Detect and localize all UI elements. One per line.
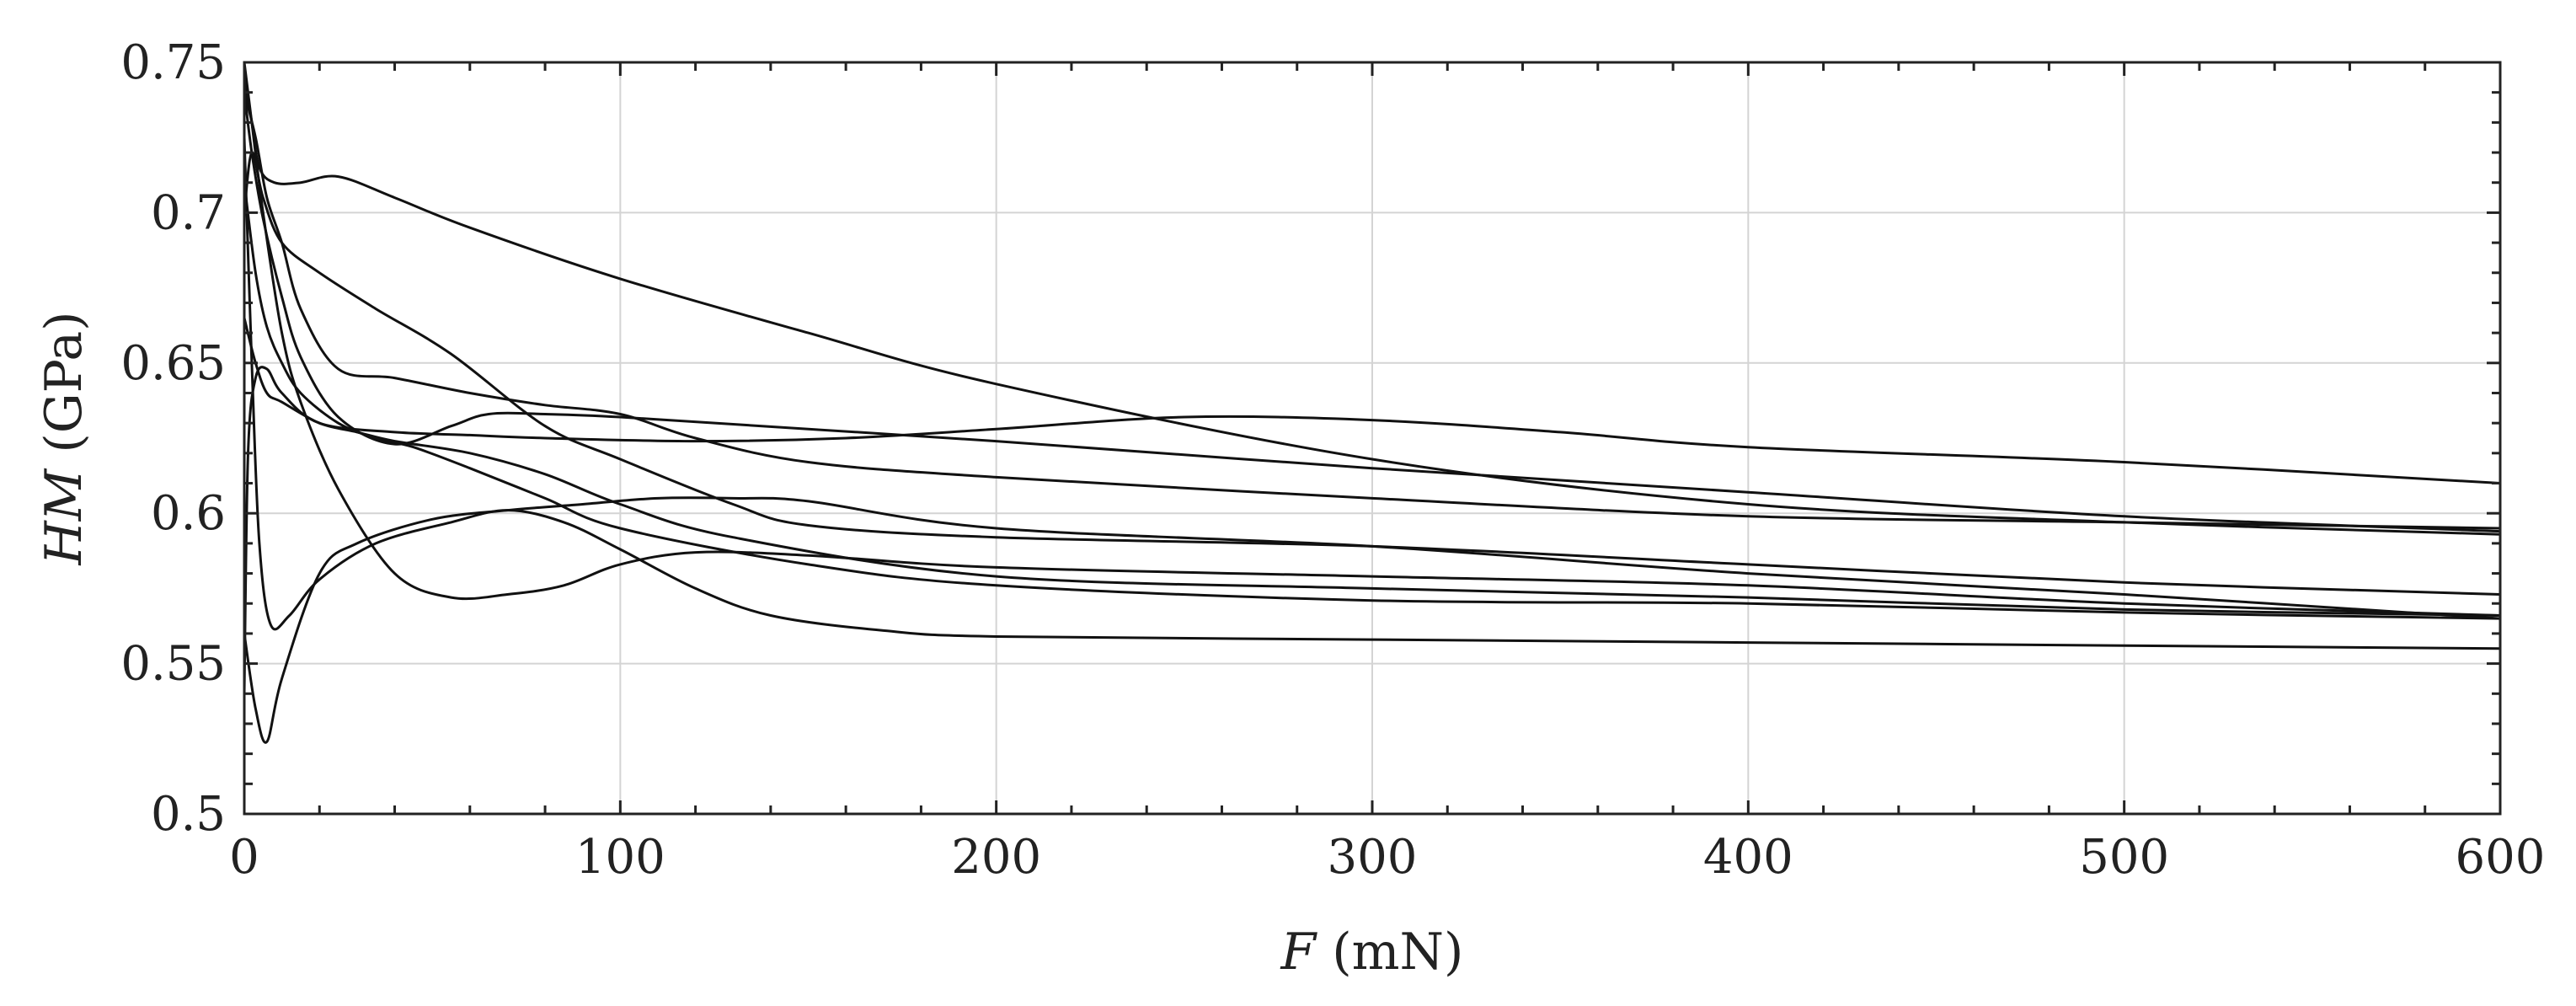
series-line-10 bbox=[244, 136, 2500, 650]
x-tick-label: 200 bbox=[951, 830, 1041, 885]
y-tick-label: 0.5 bbox=[151, 787, 226, 842]
y-axis-label-unit: (GPa) bbox=[35, 311, 94, 468]
y-axis-label: HM (GPa) bbox=[35, 311, 94, 565]
tick-marks bbox=[243, 61, 2502, 816]
series-line-1 bbox=[244, 76, 2500, 536]
y-tick-label: 0.65 bbox=[120, 336, 226, 391]
x-tick-label: 400 bbox=[1703, 830, 1793, 885]
x-axis-label: F (mN) bbox=[1280, 923, 1464, 982]
series-line-6 bbox=[244, 316, 2500, 617]
y-tick-label: 0.55 bbox=[120, 637, 226, 692]
series-line-4 bbox=[244, 91, 2500, 530]
series-line-9 bbox=[244, 496, 2500, 744]
x-tick-label: 300 bbox=[1328, 830, 1418, 885]
y-axis-label-symbol: HM bbox=[35, 468, 94, 565]
series-line-5 bbox=[244, 151, 2500, 596]
x-tick-labels: 0 100 200 300 400 500 600 bbox=[229, 830, 2545, 885]
series-layer bbox=[244, 62, 2500, 744]
x-tick-label: 100 bbox=[575, 830, 665, 885]
x-tick-label: 500 bbox=[2079, 830, 2169, 885]
x-axis-label-symbol: F bbox=[1280, 923, 1318, 982]
y-tick-label: 0.75 bbox=[120, 35, 226, 90]
y-tick-labels: 0.5 0.55 0.6 0.65 0.7 0.75 bbox=[120, 35, 226, 842]
series-line-2 bbox=[244, 91, 2500, 533]
y-tick-label: 0.7 bbox=[151, 185, 226, 240]
x-tick-label: 0 bbox=[229, 830, 259, 885]
y-tick-label: 0.6 bbox=[151, 486, 226, 541]
series-line-3 bbox=[244, 366, 2500, 695]
series-line-8 bbox=[244, 62, 2500, 617]
grid-lines bbox=[244, 62, 2500, 814]
x-tick-label: 600 bbox=[2456, 830, 2546, 885]
x-axis-label-unit: (mN) bbox=[1316, 923, 1463, 982]
